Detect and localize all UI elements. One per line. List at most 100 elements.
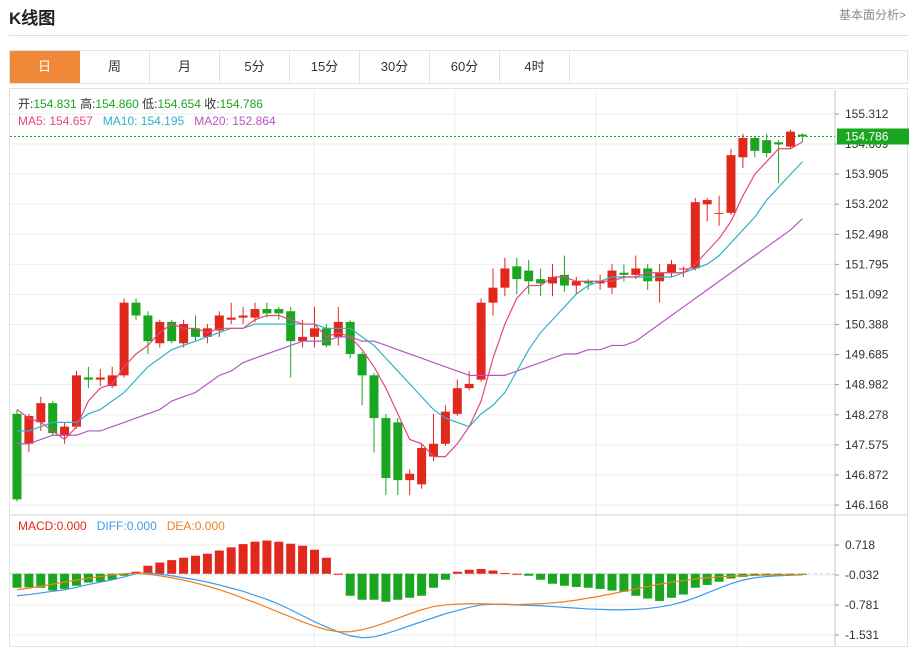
ma20-line xyxy=(17,218,803,445)
macd-bar xyxy=(512,573,522,575)
candle-body xyxy=(24,415,34,444)
macd-bar xyxy=(12,573,22,588)
candle-body xyxy=(60,426,70,436)
tab-5[interactable]: 30分 xyxy=(360,51,430,83)
macd-bar xyxy=(167,560,177,574)
dea-value: 0.000 xyxy=(194,519,225,533)
candle-body xyxy=(702,200,712,205)
candle-body xyxy=(310,328,319,337)
macd-bar xyxy=(310,549,319,574)
diff-value: 0.000 xyxy=(126,519,157,533)
dea-line xyxy=(16,572,803,633)
macd-bar xyxy=(60,573,70,589)
macd-bar xyxy=(631,573,641,596)
price-tick-label: 148.982 xyxy=(845,378,889,392)
candle-body xyxy=(107,375,117,387)
candle-body xyxy=(179,324,189,344)
tab-6[interactable]: 60分 xyxy=(430,51,500,83)
candle-body xyxy=(738,138,748,158)
macd-bar xyxy=(583,573,593,588)
candle-body xyxy=(226,317,236,320)
ma20-value: 152.864 xyxy=(232,114,276,128)
macd-bar xyxy=(250,541,260,574)
candle-body xyxy=(262,309,272,314)
candle-body xyxy=(119,302,129,376)
open-label: 开: xyxy=(18,97,34,111)
diff-label: DIFF: xyxy=(96,519,127,533)
macd-bar xyxy=(333,573,343,575)
candle-body xyxy=(286,311,296,342)
candle-body xyxy=(619,272,629,275)
candle-body xyxy=(774,142,784,145)
chart-panel xyxy=(9,88,908,647)
candle-body xyxy=(667,264,676,273)
tab-0[interactable]: 日 xyxy=(10,51,80,83)
candle-body xyxy=(726,155,736,213)
candle-body xyxy=(429,443,438,457)
macd-bar xyxy=(786,573,795,575)
price-tick-label: 150.388 xyxy=(845,318,889,332)
tab-4[interactable]: 15分 xyxy=(290,51,360,83)
macd-bar xyxy=(774,573,784,575)
candle-body xyxy=(476,302,486,380)
macd-bar xyxy=(369,573,379,600)
price-tick-label: 151.092 xyxy=(845,287,889,301)
tab-3[interactable]: 5分 xyxy=(220,51,290,83)
macd-bar xyxy=(191,555,200,574)
macd-bar xyxy=(714,573,724,582)
candle-body xyxy=(95,377,105,380)
macd-bar xyxy=(357,573,367,600)
dea-label: DEA: xyxy=(166,519,195,533)
macd-label: MACD: xyxy=(18,519,57,533)
macd-bar xyxy=(48,573,58,591)
macd-bar xyxy=(226,547,236,574)
candle-body xyxy=(36,403,46,423)
candle-body xyxy=(524,270,534,282)
ohlc-info: 开:154.831 高:154.860 低:154.654 收:154.786 xyxy=(18,95,263,112)
candle-body xyxy=(381,418,391,478)
macd-bar xyxy=(36,573,46,588)
macd-bar xyxy=(119,573,129,576)
tab-2[interactable]: 月 xyxy=(150,51,220,83)
candle-body xyxy=(750,138,760,151)
tab-7[interactable]: 4时 xyxy=(500,51,570,83)
candle-body xyxy=(536,279,546,284)
ma5-line xyxy=(16,141,803,458)
last-price-tag-label: 154.786 xyxy=(845,129,889,143)
candle-body xyxy=(369,375,379,419)
ma10-value: 154.195 xyxy=(140,114,185,128)
candle-body xyxy=(333,321,343,337)
macd-bar xyxy=(678,573,688,595)
macd-bar xyxy=(24,573,34,588)
tab-1[interactable]: 周 xyxy=(80,51,150,83)
macd-bar xyxy=(476,568,486,574)
macd-bar xyxy=(381,573,391,602)
fundamentals-link[interactable]: 基本面分析> xyxy=(838,8,906,22)
candle-body xyxy=(762,140,772,153)
macd-bar xyxy=(500,572,510,574)
price-tick-label: 148.278 xyxy=(845,408,889,422)
macd-bar xyxy=(214,550,224,574)
candle-body xyxy=(571,281,581,286)
macd-histogram xyxy=(12,540,807,602)
price-tick-label: 149.685 xyxy=(845,348,889,362)
candle-body xyxy=(583,281,593,284)
close-label: 收: xyxy=(204,97,220,111)
ma5-value: 154.657 xyxy=(49,114,93,128)
macd-bar xyxy=(417,573,427,596)
macd-bar xyxy=(321,557,331,574)
macd-tick-label: 0.718 xyxy=(845,538,875,552)
macd-bar xyxy=(393,573,403,600)
macd-info: MACD:0.000 DIFF:0.000 DEA:0.000 xyxy=(18,519,225,533)
candle-body xyxy=(631,268,641,275)
price-tick-label: 146.168 xyxy=(845,498,889,512)
macd-bar xyxy=(298,545,308,574)
macd-bar xyxy=(155,562,165,574)
low-value: 154.654 xyxy=(157,97,201,111)
price-tick-label: 146.872 xyxy=(845,468,889,482)
macd-bar xyxy=(107,573,117,580)
candle-body xyxy=(440,411,450,444)
candle-body xyxy=(548,277,557,284)
candle-body xyxy=(143,315,153,342)
macd-bar xyxy=(690,573,700,588)
